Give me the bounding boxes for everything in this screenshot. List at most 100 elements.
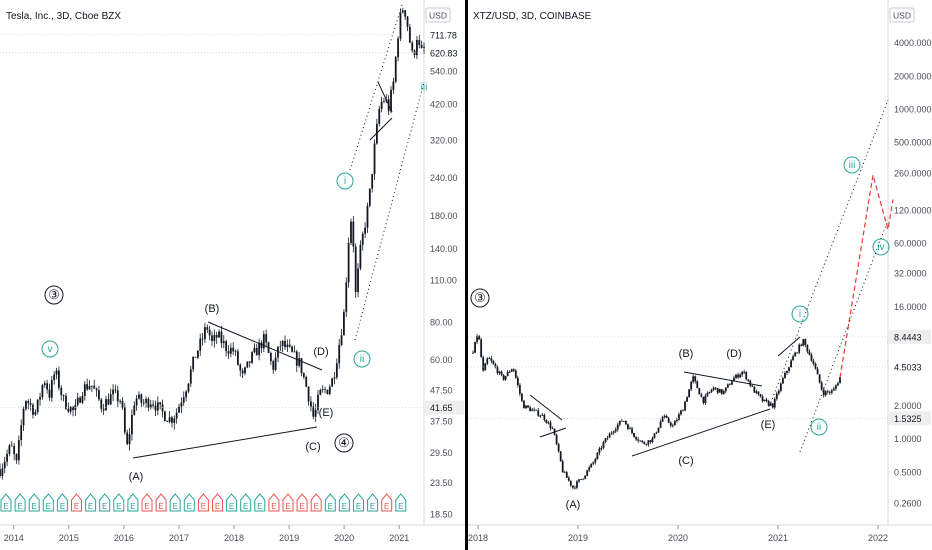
candle-body bbox=[220, 331, 223, 344]
candle-body bbox=[284, 340, 286, 348]
candle-body bbox=[777, 390, 780, 394]
candle-body bbox=[631, 428, 633, 433]
candle-body bbox=[710, 389, 713, 392]
candle-body bbox=[229, 347, 232, 354]
candle-body bbox=[90, 385, 93, 387]
earnings-marker-label: E bbox=[215, 502, 220, 511]
candle-body bbox=[27, 401, 30, 404]
candle-body bbox=[208, 329, 211, 336]
y-tick-label: 240.00 bbox=[430, 173, 458, 183]
candle-body bbox=[105, 399, 107, 411]
candle-body bbox=[149, 404, 152, 408]
candle-body bbox=[15, 454, 18, 461]
y-tick-label: 500.0000 bbox=[894, 137, 932, 147]
earnings-marker-label: E bbox=[88, 502, 93, 511]
candle-body bbox=[138, 394, 140, 399]
candle-body bbox=[492, 361, 495, 365]
candle-body bbox=[641, 440, 644, 443]
candle-body bbox=[696, 381, 699, 389]
wave-label: (A) bbox=[566, 499, 581, 511]
triangle-line bbox=[377, 81, 393, 113]
candle-body bbox=[154, 405, 157, 411]
candle-body bbox=[635, 436, 638, 440]
flag-line bbox=[539, 427, 567, 438]
wave-label: (B) bbox=[679, 348, 694, 360]
earnings-marker bbox=[367, 493, 379, 512]
candle-body bbox=[281, 340, 284, 346]
y-tick-label: 110.00 bbox=[430, 275, 457, 285]
x-tick-label: 2016 bbox=[114, 533, 134, 543]
candle-body bbox=[604, 438, 607, 443]
panel-divider[interactable] bbox=[465, 0, 468, 550]
candle-body bbox=[724, 387, 727, 392]
candle-body bbox=[729, 384, 731, 386]
y-tick-label: 60.00 bbox=[430, 355, 453, 365]
price-label: 4.5033 bbox=[894, 362, 922, 372]
wave-circle bbox=[336, 172, 354, 190]
candle-body bbox=[678, 414, 680, 420]
trendline bbox=[207, 321, 323, 371]
earnings-marker-label: E bbox=[342, 502, 347, 511]
wave-circle bbox=[843, 156, 861, 174]
price-label: 8.4443 bbox=[894, 332, 922, 342]
candle-body bbox=[326, 389, 329, 395]
xtz-symbol-title[interactable]: XTZ/USD, 3D, COINBASE bbox=[473, 11, 592, 22]
candle-body bbox=[818, 374, 821, 383]
candle-body bbox=[397, 38, 399, 58]
candle-body bbox=[3, 461, 6, 469]
currency-label: USD bbox=[893, 11, 911, 21]
candle-body bbox=[102, 408, 105, 411]
candle-body bbox=[319, 389, 322, 395]
candle-body bbox=[590, 463, 593, 468]
candle-body bbox=[131, 414, 133, 435]
candle-body bbox=[298, 358, 301, 366]
earnings-marker-label: E bbox=[398, 502, 403, 511]
earnings-marker bbox=[282, 493, 294, 512]
earnings-marker-label: E bbox=[243, 502, 248, 511]
triangle-line bbox=[369, 117, 393, 141]
candle-body bbox=[76, 397, 79, 405]
candle-body bbox=[411, 42, 414, 51]
candle-body bbox=[399, 12, 402, 39]
earnings-marker bbox=[212, 493, 223, 512]
candle-body bbox=[366, 205, 369, 228]
tesla-symbol-title[interactable]: Tesla, Inc., 3D, Cboe BZX bbox=[6, 11, 122, 22]
candle-body bbox=[765, 399, 768, 401]
candle-body bbox=[57, 370, 60, 388]
candle-body bbox=[761, 396, 764, 402]
y-tick-label: 320.00 bbox=[430, 135, 458, 145]
earnings-marker-label: E bbox=[370, 502, 375, 511]
candle-body bbox=[698, 388, 701, 395]
x-tick-label: 2015 bbox=[59, 533, 79, 543]
candle-body bbox=[514, 370, 517, 378]
candle-body bbox=[6, 453, 8, 462]
candle-body bbox=[510, 369, 513, 372]
wave-label: v bbox=[48, 344, 53, 355]
candle-body bbox=[826, 391, 829, 393]
candle-body bbox=[112, 389, 114, 395]
earnings-marker bbox=[99, 493, 111, 512]
candle-body bbox=[83, 384, 86, 396]
earnings-marker bbox=[85, 493, 97, 512]
candle-body bbox=[629, 428, 631, 430]
channel-line bbox=[767, 99, 889, 411]
candle-body bbox=[618, 420, 621, 425]
candle-body bbox=[227, 351, 230, 354]
x-tick-label: 2014 bbox=[4, 533, 24, 543]
candle-body bbox=[225, 341, 228, 352]
earnings-marker-label: E bbox=[116, 502, 121, 511]
y-tick-label: 0.5000 bbox=[894, 467, 922, 477]
candle-body bbox=[41, 385, 44, 398]
candle-body bbox=[739, 374, 741, 378]
candle-body bbox=[655, 432, 658, 434]
candle-body bbox=[557, 444, 560, 452]
candle-body bbox=[29, 403, 32, 405]
candle-body bbox=[745, 371, 748, 380]
candle-body bbox=[669, 422, 672, 426]
candle-body bbox=[720, 389, 723, 394]
candle-body bbox=[474, 341, 476, 353]
candle-body bbox=[347, 243, 350, 283]
candle-body bbox=[253, 347, 256, 353]
